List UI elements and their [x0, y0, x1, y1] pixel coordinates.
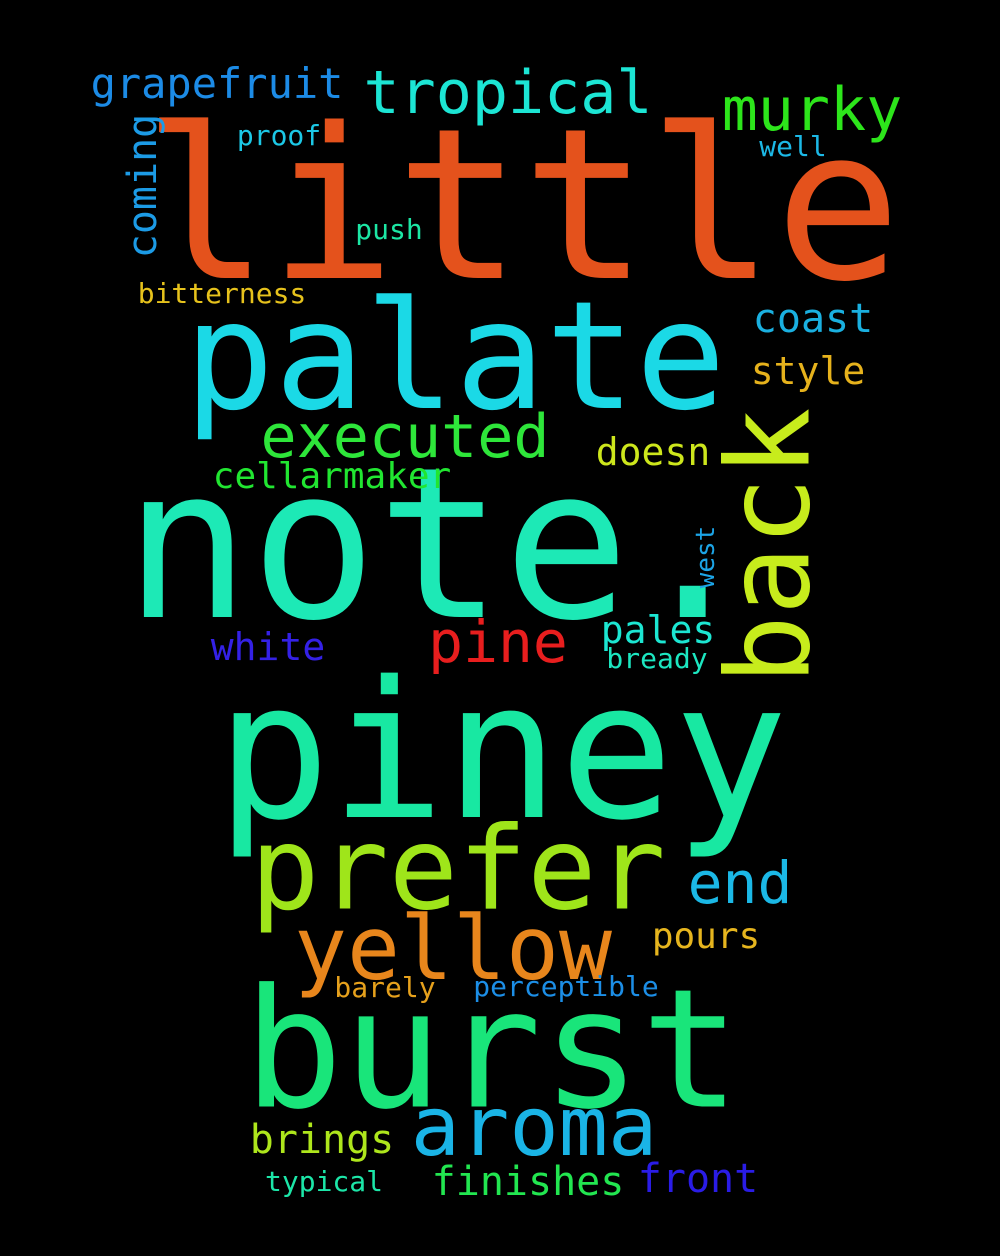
word-murky: murky — [721, 75, 903, 145]
word-proof: proof — [236, 119, 322, 152]
word-bitterness: bitterness — [137, 277, 307, 310]
word-push: push — [355, 213, 423, 246]
word-grapefruit: grapefruit — [90, 59, 344, 108]
word-coming: coming — [120, 113, 166, 259]
word-style: style — [750, 349, 866, 393]
word-executed: executed — [260, 402, 550, 472]
word-front: front — [637, 1156, 759, 1202]
word-back: back — [702, 407, 837, 685]
word-well: well — [759, 130, 827, 163]
word-barely: barely — [334, 971, 436, 1004]
word-typical: typical — [264, 1165, 384, 1198]
word-aroma: aroma — [410, 1080, 658, 1175]
word-yellow: yellow — [294, 897, 612, 1000]
word-tropical: tropical — [363, 58, 653, 128]
word-brings: brings — [249, 1117, 395, 1163]
word-pours: pours — [651, 916, 761, 957]
word-bready: bready — [606, 642, 708, 675]
word-pales: pales — [600, 608, 716, 652]
word-piney: piney — [216, 641, 788, 862]
word-end: end — [687, 849, 793, 917]
word-white: white — [210, 625, 326, 669]
word-prefer: prefer — [250, 802, 666, 937]
word-pine: pine — [428, 608, 568, 676]
word-coast: coast — [752, 296, 874, 342]
word-finishes: finishes — [431, 1159, 625, 1205]
word-palate: palate — [184, 270, 726, 444]
word-perceptible: perceptible — [473, 970, 659, 1003]
word-cellarmaker: cellarmaker — [212, 456, 452, 497]
word-note: note. — [123, 422, 757, 667]
word-doesn: doesn — [595, 430, 711, 474]
word-burst: burst — [243, 953, 741, 1146]
word-little: little — [142, 83, 902, 328]
word-west: west — [691, 525, 721, 589]
